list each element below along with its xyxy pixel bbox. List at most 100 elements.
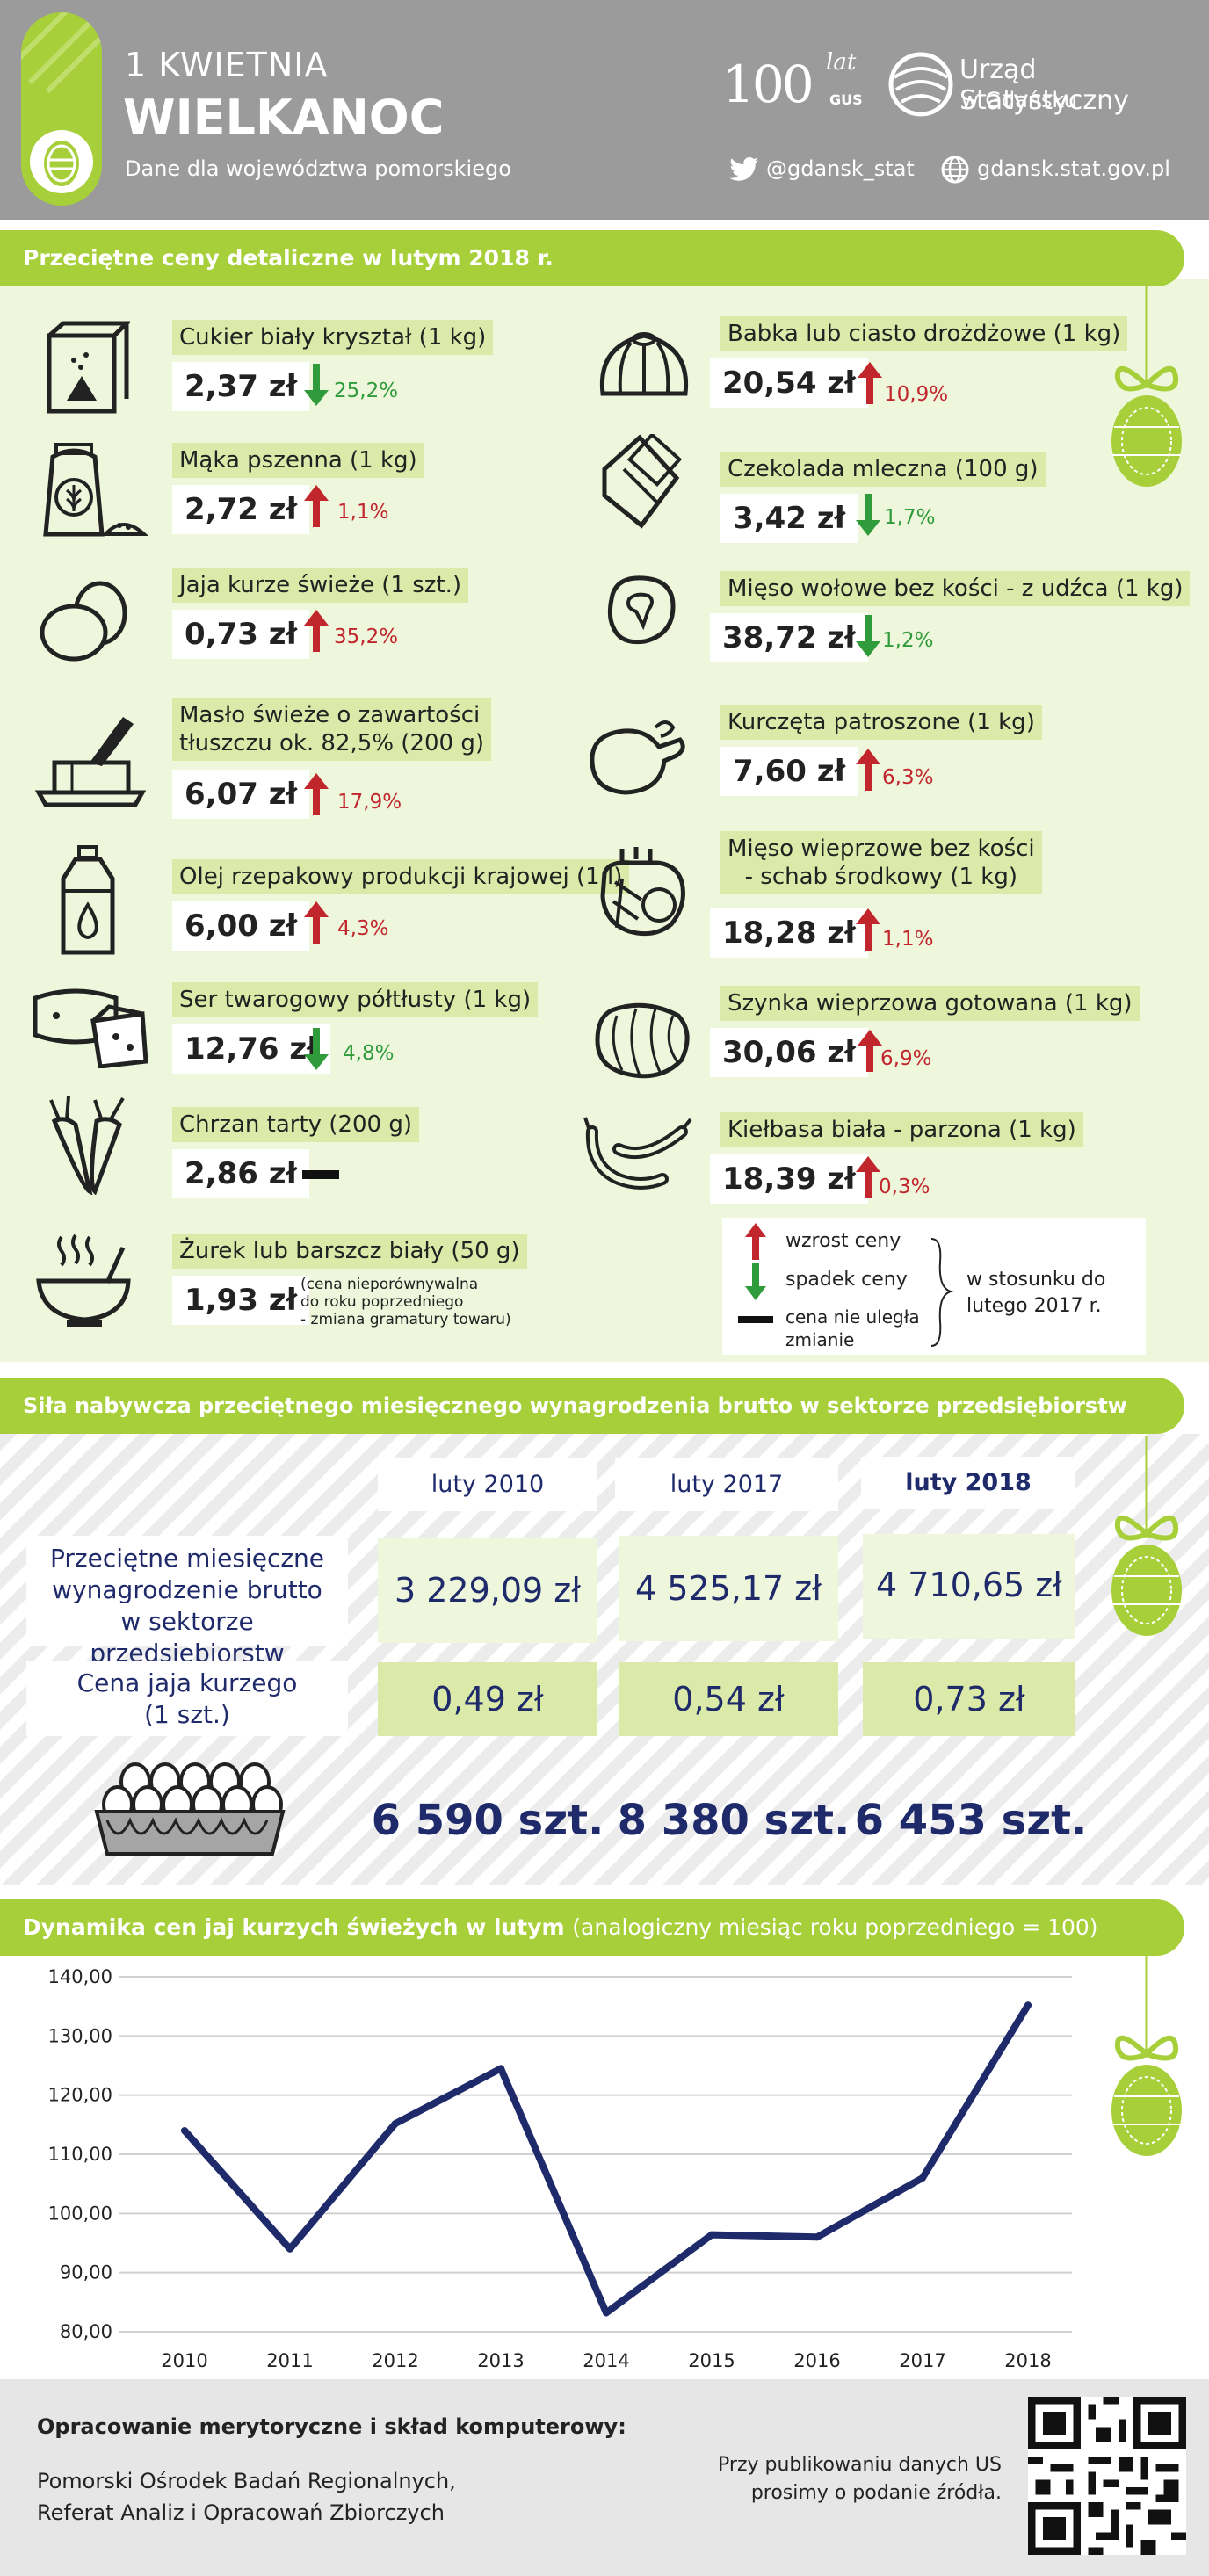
price-change: 6,3% [882, 766, 934, 789]
product-name-line: tłuszczu ok. 82,5% (200 g) [179, 730, 484, 756]
product-name: Mięso wołowe bez kości - z udźca (1 kg) [720, 571, 1191, 606]
egg-carton-icon [94, 1762, 286, 1856]
eggs-purchasable: 8 380 szt. [617, 1796, 851, 1845]
sugar-bag-icon [47, 321, 130, 414]
easter-egg-ornament-icon [1111, 286, 1182, 487]
wage-row-label-line: wynagrodzenie brutto [52, 1575, 322, 1604]
no-change-dash-icon [302, 1170, 339, 1179]
arrow-up-icon [856, 1156, 880, 1198]
legend-same: cena nie uległa zmianie [785, 1306, 920, 1351]
price-change: 10,9% [884, 383, 949, 406]
pork-loin-icon [600, 847, 685, 937]
footer-note-line: prosimy o podanie źródła. [750, 2482, 1002, 2504]
footer-line: Pomorski Ośrodek Badań Regionalnych, [37, 2469, 456, 2493]
globe-icon [941, 156, 969, 184]
data-point [497, 2065, 504, 2073]
header-title: WIELKANOC [123, 90, 445, 145]
egg-price-row-label-line: (1 szt.) [144, 1700, 230, 1729]
easter-egg-ornament-icon [1111, 1956, 1182, 2156]
sausage-icon [583, 1117, 692, 1190]
anniversary-number: 100 [722, 54, 814, 114]
arrow-down-icon [856, 494, 880, 536]
price-change: 17,9% [337, 791, 402, 814]
x-tick-label: 2013 [477, 2350, 524, 2371]
product-name: Szynka wieprzowa gotowana (1 kg) [720, 986, 1140, 1021]
arrow-down-icon [304, 364, 329, 406]
anniversary-word: lat [826, 49, 857, 76]
column-header-2010: luty 2010 [378, 1458, 597, 1511]
arrow-up-icon [304, 901, 329, 944]
office-city: w Gdańsku [961, 88, 1077, 112]
y-tick-label: 100,00 [48, 2203, 112, 2224]
product-price: 0,73 zł [172, 610, 310, 659]
product-price: 12,76 zł [172, 1024, 330, 1074]
egg-price-value: 0,54 zł [619, 1662, 838, 1736]
eggs-purchasable: 6 453 szt. [854, 1796, 1088, 1845]
data-point [1024, 2001, 1032, 2009]
wage-row-label: Przeciętne miesięczne wynagrodzenie brut… [26, 1536, 348, 1668]
price-change: 4,8% [343, 1042, 395, 1065]
cheese-icon [33, 988, 148, 1068]
x-tick-label: 2010 [161, 2350, 207, 2371]
website-link[interactable]: gdansk.stat.gov.pl [977, 156, 1170, 181]
arrow-up-icon [856, 749, 880, 791]
price-change: 35,2% [334, 626, 399, 648]
x-tick-label: 2018 [1004, 2350, 1051, 2371]
price-change: 1,2% [882, 629, 934, 652]
product-name: Cukier biały kryształ (1 kg) [172, 320, 494, 355]
price-change: 1,7% [884, 506, 936, 529]
product-name: Ser twarogowy półtłusty (1 kg) [172, 982, 539, 1017]
data-point [181, 2127, 188, 2135]
price-change: 4,3% [337, 917, 389, 940]
product-name: Żurek lub barszcz biały (50 g) [172, 1234, 527, 1269]
product-name-line: Masło świeże o zawartości [179, 702, 481, 728]
egg-price-value: 0,73 zł [863, 1662, 1075, 1736]
product-price: 2,72 zł [172, 485, 310, 534]
header-subtitle: Dane dla województwa pomorskiego [125, 156, 511, 181]
arrow-up-icon [858, 1030, 882, 1072]
price-change: 0,3% [879, 1176, 930, 1198]
office-name: Urząd Statystyczny [959, 54, 1129, 116]
x-tick-label: 2012 [372, 2350, 418, 2371]
x-tick-label: 2016 [793, 2350, 840, 2371]
egg-price-dynamics-chart: 80,00 90,00 100,00 110,00 120,00 130,00 140,00… [48, 1966, 1072, 2371]
arrow-up-icon [304, 773, 329, 815]
footer-line: Referat Analiz i Opracowań Zbiorczych [37, 2500, 445, 2525]
product-name: Kiełbasa biała - parzona (1 kg) [720, 1112, 1083, 1147]
legend-same-line: cena nie uległa [785, 1306, 920, 1328]
price-note-line: (cena nieporównywalna [300, 1276, 479, 1293]
arrow-down-icon [745, 1263, 766, 1300]
y-tick-label: 140,00 [48, 1966, 112, 1987]
product-price: 20,54 zł [710, 358, 868, 408]
cake-icon [599, 332, 689, 396]
data-point [392, 2119, 399, 2127]
eggs-purchasable: 6 590 szt. [371, 1796, 604, 1845]
wage-section-title: Siła nabywcza przeciętnego miesięcznego … [0, 1378, 1184, 1434]
product-name: Chrzan tarty (200 g) [172, 1107, 419, 1142]
x-tick-label: 2017 [899, 2350, 945, 2371]
price-change: 6,9% [880, 1047, 932, 1070]
ham-icon [595, 1002, 690, 1079]
chart-title-normal: (analogiczny miesiąc roku poprzedniego =… [572, 1914, 1098, 1940]
product-price: 18,28 zł [710, 908, 868, 958]
product-name: Kurczęta patroszone (1 kg) [720, 705, 1042, 740]
product-name-line: Mięso wieprzowe bez kości [728, 836, 1035, 862]
legend-up: wzrost ceny [785, 1230, 901, 1252]
product-name: Olej rzepakowy produkcji krajowej (1 l) [172, 859, 630, 894]
oil-bottle-icon [61, 845, 115, 955]
price-note-line: - zmiana gramatury towaru) [300, 1311, 511, 1328]
x-tick-label: 2015 [688, 2350, 735, 2371]
price-change: 1,1% [882, 928, 934, 951]
qr-code-icon[interactable] [1028, 2397, 1186, 2555]
twitter-handle[interactable]: @gdansk_stat [766, 156, 915, 181]
butter-icon [35, 717, 146, 807]
twitter-icon [729, 157, 758, 181]
chicken-icon [590, 720, 685, 795]
legend-box: wzrost ceny spadek ceny cena nie uległa z… [722, 1218, 1146, 1355]
product-name: Czekolada mleczna (100 g) [720, 452, 1046, 487]
footer-note: Przy publikowaniu danych US prosimy o pod… [685, 2451, 1002, 2507]
prices-section-title: Przeciętne ceny detaliczne w lutym 2018 … [0, 230, 1184, 286]
statistics-office-logo-icon [888, 52, 953, 117]
product-name: Masło świeże o zawartości tłuszczu ok. 82… [172, 698, 491, 761]
y-tick-label: 110,00 [48, 2144, 112, 2165]
